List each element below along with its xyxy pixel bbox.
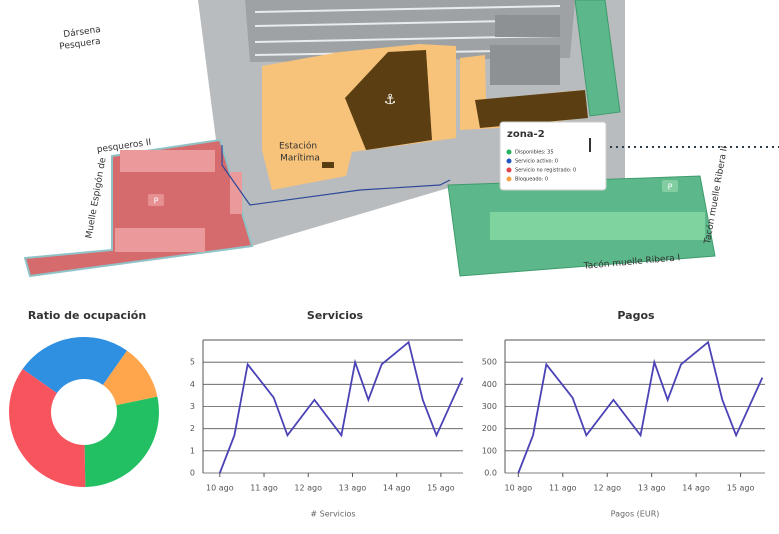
- red-spaces: [115, 150, 242, 252]
- popup: zona-2 Disponibles: 35 Servicio activo: 0…: [499, 121, 607, 191]
- x-tick-label: 15 ago: [727, 484, 755, 493]
- parking-lots: [490, 15, 560, 85]
- x-tick-label: 12 ago: [294, 484, 322, 493]
- terminal-building: [475, 90, 588, 128]
- y-tick-label: 4: [190, 380, 195, 389]
- y-tick-label: 100: [482, 446, 497, 455]
- x-tick-label: 13 ago: [339, 484, 367, 493]
- chart-title: Pagos: [617, 309, 655, 322]
- map: ⚓ P P Dársena Pesquera pesqueros II Muel…: [23, 0, 779, 278]
- status-dot: [506, 176, 512, 182]
- y-tick-label: 5: [190, 358, 195, 367]
- donut-segment: [9, 368, 86, 487]
- donut-segment: [22, 337, 128, 394]
- anchor-icon: ⚓: [384, 92, 397, 108]
- parking-letter: P: [668, 183, 673, 192]
- kiosk: [322, 162, 334, 168]
- x-tick-label: 13 ago: [638, 484, 666, 493]
- x-tick-label: 10 ago: [505, 484, 533, 493]
- x-tick-label: 14 ago: [682, 484, 710, 493]
- x-axis-label: # Servicios: [310, 510, 355, 519]
- y-tick-label: 300: [482, 402, 497, 411]
- data-line: [218, 340, 464, 474]
- map-label: Tacón muelle Ribera II: [702, 145, 730, 246]
- popup-box: [499, 121, 607, 191]
- y-tick-label: 2: [190, 424, 195, 433]
- x-tick-label: 15 ago: [427, 484, 455, 493]
- chart-title: Servicios: [307, 309, 364, 322]
- x-tick-label: 14 ago: [383, 484, 411, 493]
- x-tick-label: 11 ago: [549, 484, 577, 493]
- donut-segment: [102, 350, 158, 406]
- y-tick-label: 3: [190, 402, 195, 411]
- boundary-line: [221, 145, 451, 206]
- parking-sign-red: [148, 194, 164, 206]
- popup-title: zona-2: [507, 129, 545, 140]
- map-label: Muelle Espigón de: [83, 156, 108, 239]
- status-dot: [506, 167, 512, 173]
- y-tick-label: 0.0: [484, 469, 497, 478]
- parking-sign-green: [662, 180, 678, 192]
- status-dot: [506, 149, 512, 155]
- map-label: Marítima: [280, 154, 320, 164]
- x-tick-label: 12 ago: [593, 484, 621, 493]
- status-text: Disponibles: 35: [515, 150, 554, 156]
- green-strip: [574, 0, 621, 117]
- y-tick-label: 200: [482, 424, 497, 433]
- parking-letter: P: [154, 197, 159, 206]
- y-tick-label: 500: [482, 358, 497, 367]
- chart-title: Ratio de ocupación: [28, 309, 146, 322]
- status-text: Servicio activo: 0: [515, 159, 558, 165]
- data-line: [517, 340, 764, 474]
- y-tick-label: 1: [190, 446, 195, 455]
- status-text: Servicio no registrado: 0: [515, 168, 576, 174]
- station-building: [345, 50, 432, 150]
- x-axis-label: Pagos (EUR): [611, 510, 660, 519]
- donut-segment: [84, 396, 159, 487]
- y-tick-label: 0: [190, 469, 195, 478]
- x-tick-label: 10 ago: [206, 484, 234, 493]
- status-dot: [506, 158, 512, 164]
- green-spaces: [490, 212, 705, 240]
- map-label: Estación: [279, 141, 317, 152]
- status-text: Bloqueado: 0: [515, 177, 548, 183]
- y-tick-label: 400: [482, 380, 497, 389]
- x-tick-label: 11 ago: [250, 484, 278, 493]
